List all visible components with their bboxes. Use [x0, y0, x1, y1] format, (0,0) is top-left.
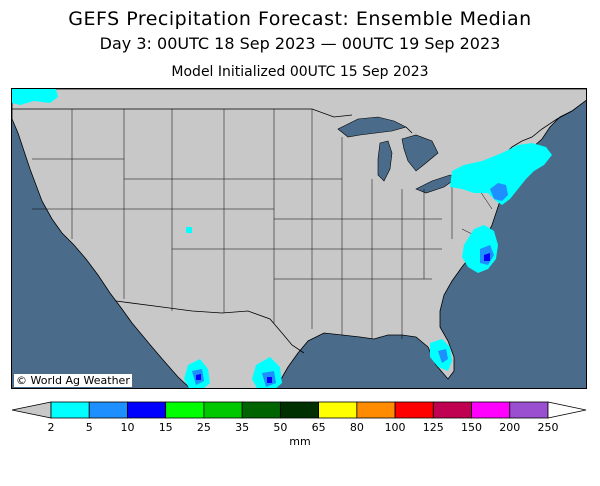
color-bar-under — [11, 401, 52, 419]
lake-superior — [337, 116, 407, 138]
precip-west-mexico-peak — [196, 374, 201, 380]
precip-ne-mexico-peak — [267, 377, 272, 383]
credit-label: © World Ag Weather — [14, 374, 132, 387]
units-label: mm — [289, 435, 311, 448]
color-bar-tick-label: 80 — [349, 421, 364, 434]
color-bar-tick-label: 25 — [196, 421, 211, 434]
color-bar-segment — [394, 401, 434, 419]
color-bar-tick-label: 250 — [537, 421, 559, 434]
precip-carolina-core — [484, 253, 490, 261]
color-bar-tick-label: 2 — [47, 421, 55, 434]
lake-huron — [401, 134, 439, 172]
color-bar-segment — [356, 401, 396, 419]
color-bar-segment — [241, 401, 281, 419]
color-bar-tick-label: 200 — [499, 421, 521, 434]
color-bar-segment — [509, 401, 549, 419]
lake-michigan — [377, 140, 393, 182]
model-initialized: Model Initialized 00UTC 15 Sep 2023 — [171, 64, 429, 80]
color-bar-over — [547, 401, 587, 419]
map-svg — [12, 89, 586, 388]
state-borders — [32, 109, 493, 339]
precip-colorado — [186, 227, 192, 233]
color-bar-tick-label: 15 — [158, 421, 173, 434]
color-bar-segment — [127, 401, 167, 419]
precip-florida-core — [438, 349, 448, 363]
color-bar-tick-label: 35 — [235, 421, 250, 434]
chart-title: GEFS Precipitation Forecast: Ensemble Me… — [68, 8, 532, 30]
color-bar-segment — [471, 401, 511, 419]
color-bar-tick-label: 65 — [311, 421, 326, 434]
precip-northwest — [12, 89, 58, 105]
color-bar-tick-label: 125 — [422, 421, 444, 434]
precip-overlay — [12, 89, 552, 388]
color-bar-tick-label: 150 — [461, 421, 483, 434]
valid-period: Day 3: 00UTC 18 Sep 2023 — 00UTC 19 Sep … — [99, 34, 501, 53]
color-bar-segment — [165, 401, 205, 419]
color-bar-tick-label: 10 — [120, 421, 135, 434]
precip-northeast — [450, 143, 552, 205]
color-bar-tick-label: 5 — [85, 421, 93, 434]
color-bar — [11, 401, 587, 419]
color-bar-tick-label: 100 — [384, 421, 406, 434]
color-bar-segment — [203, 401, 243, 419]
color-bar-segment — [432, 401, 472, 419]
color-bar-segment — [318, 401, 358, 419]
precip-northeast-core — [490, 183, 508, 201]
color-bar-segment — [50, 401, 90, 419]
color-bar-segment — [88, 401, 128, 419]
precipitation-map: © World Ag Weather — [11, 88, 587, 389]
color-bar-segment — [279, 401, 320, 419]
color-bar-tick-label: 50 — [273, 421, 288, 434]
